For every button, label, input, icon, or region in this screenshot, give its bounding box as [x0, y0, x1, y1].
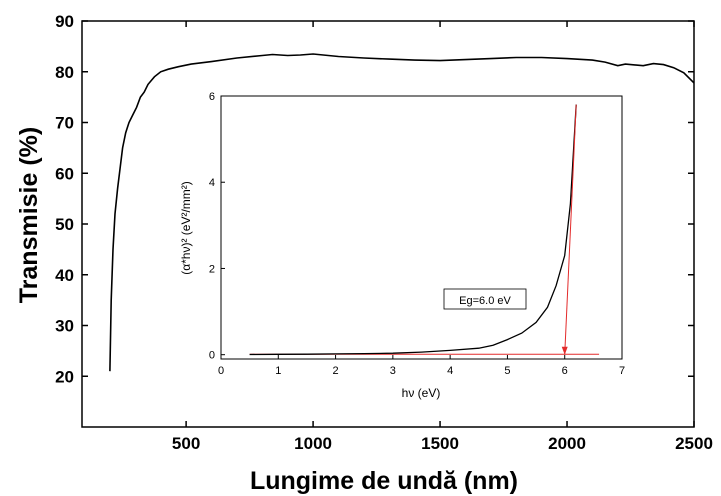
main-y-tick-label: 20 [55, 367, 74, 386]
main-y-tick-label: 30 [55, 317, 74, 336]
inset-y-tick-label: 4 [209, 177, 215, 189]
inset-x-axis-label: hν (eV) [402, 386, 441, 400]
inset-plot-frame [220, 95, 623, 360]
main-x-axis-label: Lungime de undă (nm) [250, 467, 518, 495]
main-x-tick-label: 1500 [421, 434, 459, 453]
inset-x-tick-label: 7 [619, 365, 625, 377]
main-y-tick-label: 40 [55, 266, 74, 285]
main-y-tick-label: 50 [55, 215, 74, 234]
inset-x-tick-label: 3 [390, 365, 396, 377]
inset-x-tick-label: 2 [333, 365, 339, 377]
inset-y-tick-label: 6 [209, 91, 215, 103]
bandgap-annotation: Eg=6.0 eV [443, 288, 527, 310]
inset-y-axis-label: (α*hν)² (eV²/mm²) [179, 181, 193, 275]
main-x-tick-label: 500 [172, 434, 200, 453]
tauc-fit-line [564, 104, 577, 355]
main-y-tick-label: 60 [55, 164, 74, 183]
annotation-text: Eg=6.0 eV [459, 295, 511, 307]
main-x-tick-label: 2000 [548, 434, 586, 453]
inset-x-tick-label: 6 [562, 365, 568, 377]
main-x-tick-label: 1000 [294, 434, 332, 453]
inset-plot: 0 1 2 3 4 5 6 7 0 2 4 6 [209, 91, 625, 377]
annotation-box [443, 288, 527, 310]
inset-x-tick-label: 0 [218, 365, 224, 377]
inset-x-tick-label: 1 [275, 365, 281, 377]
tauc-series-line [249, 104, 577, 356]
main-y-tick-label: 80 [55, 63, 74, 82]
inset-y-tick-label: 0 [209, 350, 215, 362]
inset-x-tick-label: 4 [447, 365, 453, 377]
inset-x-tick-label: 5 [504, 365, 510, 377]
bandgap-arrow-head [561, 346, 568, 355]
main-y-axis-label: Transmisie (%) [15, 127, 43, 303]
main-x-tick-label: 2500 [675, 434, 713, 453]
transmission-series-line [109, 53, 695, 372]
inset-y-tick-label: 2 [209, 263, 215, 275]
main-y-tick-label: 90 [55, 12, 74, 31]
main-y-tick-label: 70 [55, 114, 74, 133]
